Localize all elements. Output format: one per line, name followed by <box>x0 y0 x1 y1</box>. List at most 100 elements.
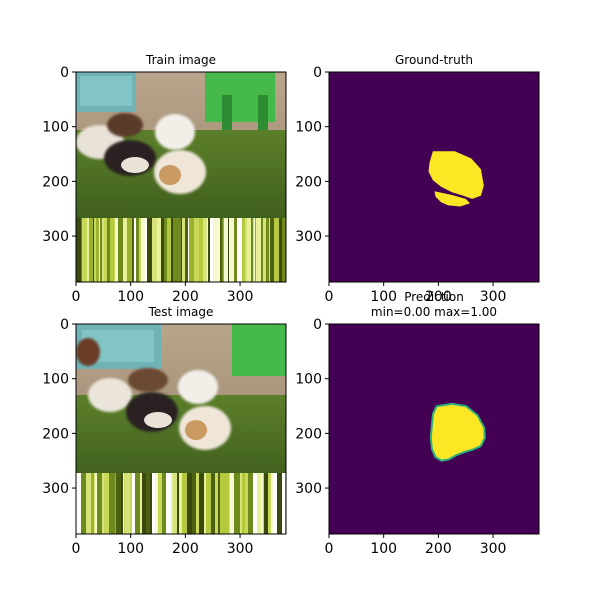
stripe <box>224 218 228 282</box>
y-tick-label: 300 <box>42 481 69 497</box>
stripe <box>99 218 100 282</box>
y-tick-label: 300 <box>295 229 322 245</box>
y-tick-label: 0 <box>313 65 322 81</box>
y-tick-label: 0 <box>60 317 69 333</box>
stripe <box>187 473 192 534</box>
y-tick-label: 100 <box>42 120 69 136</box>
stripe <box>232 218 234 282</box>
stripe <box>173 473 177 534</box>
stripe <box>268 473 271 534</box>
stripe <box>263 218 266 282</box>
stripe <box>234 218 237 282</box>
stripe <box>116 473 121 534</box>
stripe <box>81 218 82 282</box>
train-photo <box>76 72 286 282</box>
stripe <box>152 218 157 282</box>
stripe <box>94 473 95 534</box>
stripe <box>218 473 220 534</box>
stripe <box>91 473 94 534</box>
x-tick-label: 300 <box>480 541 507 557</box>
stripe <box>229 218 232 282</box>
stripe <box>161 218 164 282</box>
y-tick-label: 200 <box>42 174 69 190</box>
stripe <box>257 473 261 534</box>
stripe <box>87 218 89 282</box>
stripe <box>121 473 123 534</box>
axes-frame <box>75 323 287 535</box>
stripe <box>76 473 81 534</box>
stripe <box>162 473 166 534</box>
panel-title: Train image <box>145 53 216 67</box>
stripe <box>157 218 161 282</box>
stripe <box>125 473 130 534</box>
x-tick-label: 0 <box>325 289 334 305</box>
test-axes: 0 100 200 300 0 100 200 300 <box>42 317 287 557</box>
stripe <box>204 473 206 534</box>
stripe <box>94 218 96 282</box>
x-tick-label: 200 <box>425 289 452 305</box>
stripe <box>192 473 196 534</box>
stripe <box>237 218 242 282</box>
stripe <box>118 218 123 282</box>
stripe <box>86 473 91 534</box>
stripe <box>103 218 104 282</box>
stripe <box>220 218 222 282</box>
stripe <box>188 218 189 282</box>
stripe <box>167 218 171 282</box>
panel-ground-truth: Ground-truth 0 100 200 300 0 100 200 300 <box>295 53 540 305</box>
stripe <box>242 473 245 534</box>
stripe <box>271 473 273 534</box>
stripe <box>147 218 152 282</box>
stripe <box>211 473 215 534</box>
stripe <box>150 473 152 534</box>
stripe <box>104 218 107 282</box>
stripe <box>228 218 229 282</box>
x-tick-label: 200 <box>425 541 452 557</box>
stripe <box>123 218 127 282</box>
photo-stripes <box>76 473 286 534</box>
stripe <box>270 218 274 282</box>
stripe <box>225 473 229 534</box>
stripe <box>155 473 158 534</box>
x-tick-label: 100 <box>117 541 144 557</box>
x-tick-label: 300 <box>480 289 507 305</box>
stripe <box>189 218 194 282</box>
stripe <box>263 473 264 534</box>
stripe <box>104 473 109 534</box>
y-tick-label: 200 <box>42 426 69 442</box>
stripe <box>223 218 224 282</box>
x-tick-label: 0 <box>72 541 81 557</box>
x-tick-label: 200 <box>172 541 199 557</box>
stripe <box>109 473 110 534</box>
stripe <box>208 218 209 282</box>
stripe <box>210 218 213 282</box>
stripe <box>141 218 145 282</box>
stripe <box>166 218 167 282</box>
stripe <box>132 473 135 534</box>
stripe <box>141 473 142 534</box>
panel-title: Test image <box>148 305 214 319</box>
x-tick-label: 0 <box>72 289 81 305</box>
x-tick-label: 100 <box>370 541 397 557</box>
panel-title: Prediction <box>404 290 464 304</box>
stripe <box>196 473 199 534</box>
stripe <box>207 218 208 282</box>
stripe <box>261 473 263 534</box>
stripe <box>254 218 255 282</box>
stripe <box>140 473 141 534</box>
stripe <box>282 473 285 534</box>
stripe <box>152 473 155 534</box>
stripe <box>215 473 218 534</box>
mask-region-main <box>428 151 484 199</box>
stripe <box>274 218 279 282</box>
stripe <box>264 473 268 534</box>
y-tick-label: 0 <box>60 65 69 81</box>
stripe <box>145 218 147 282</box>
stripe <box>199 473 204 534</box>
stripe <box>173 218 178 282</box>
stripe <box>96 218 99 282</box>
stripe <box>100 218 102 282</box>
x-tick-label: 200 <box>172 289 199 305</box>
prediction-axes: 0 100 200 300 0 100 200 300 <box>295 317 540 557</box>
